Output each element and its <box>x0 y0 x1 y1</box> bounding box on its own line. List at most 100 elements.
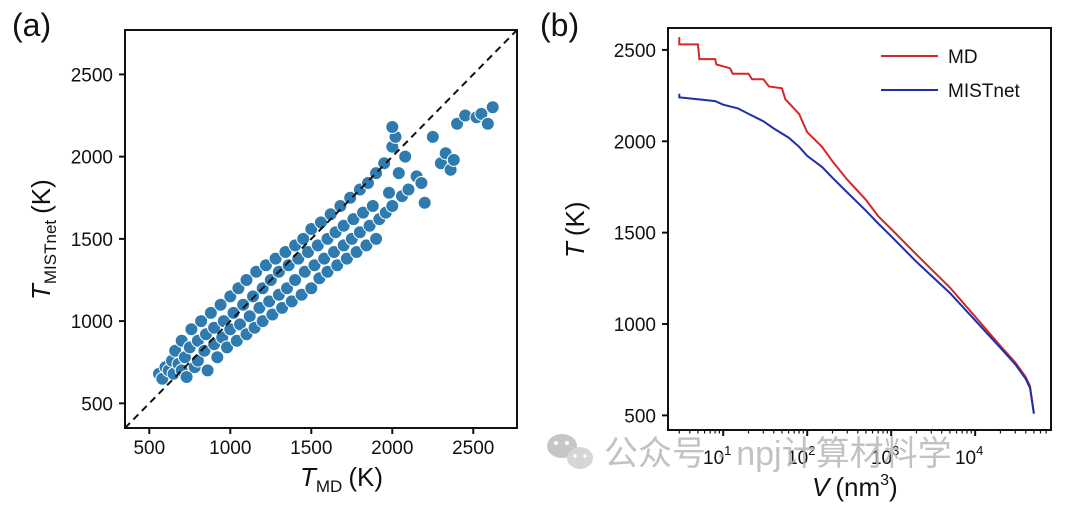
scatter-point <box>213 297 228 312</box>
scatter-point <box>356 205 371 220</box>
y-tick-label-a: 500 <box>81 394 113 415</box>
scatter-point <box>385 199 400 213</box>
scatter-point <box>229 333 244 348</box>
scatter-point <box>391 166 406 181</box>
scatter-point <box>233 317 247 332</box>
scatter-point <box>327 245 341 259</box>
scatter-point <box>203 305 218 320</box>
scatter-point <box>317 251 332 266</box>
legend-label-md: MD <box>948 47 978 68</box>
scatter-point <box>304 222 319 236</box>
scatter-point <box>288 273 303 287</box>
scatter-point <box>359 238 374 253</box>
x-ticks-b: 101 102 103 104 <box>678 430 1047 469</box>
y-tick-label-a: 2500 <box>71 65 113 86</box>
scatter-point <box>258 258 273 273</box>
scatter-point <box>194 314 209 329</box>
scatter-point <box>333 199 348 213</box>
x-tick-label-a: 500 <box>133 438 165 459</box>
scatter-point <box>346 212 361 227</box>
scatter-point <box>265 307 280 322</box>
plot-frame-b <box>667 27 1052 431</box>
x-tick-label-a: 1500 <box>290 438 332 459</box>
scatter-point <box>417 195 432 210</box>
scatter-point <box>207 320 222 335</box>
y-ticks-a: 500 1000 1500 2000 2500 <box>71 65 125 415</box>
scatter-point <box>297 264 312 279</box>
scatter-point <box>197 343 212 358</box>
scatter-point <box>339 251 354 266</box>
scatter-point <box>485 100 500 115</box>
panel-a-label: (a) <box>12 7 51 43</box>
scatter-point <box>307 258 322 273</box>
x-tick-label-b: 102 <box>787 443 815 469</box>
line-plot: 101 102 103 104 500 1000 1500 2000 2500 MD MIST… <box>560 27 1052 502</box>
scatter-point <box>369 231 384 246</box>
x-axis-label-a: TMD (K) <box>300 462 383 496</box>
scatter-points <box>152 100 500 386</box>
scatter-point <box>343 190 358 205</box>
x-axis-label-b: V (nm3) <box>812 472 898 502</box>
scatter-point <box>249 264 264 279</box>
plot-frame-a <box>124 29 518 429</box>
scatter-point <box>200 363 215 378</box>
scatter-point <box>239 273 254 287</box>
scatter-point <box>296 231 311 246</box>
scatter-point <box>330 258 345 273</box>
scatter-point <box>349 245 364 259</box>
y-ticks-b: 500 1000 1500 2000 2500 <box>614 41 668 427</box>
x-tick-label-a: 2000 <box>371 438 413 459</box>
scatter-point <box>446 152 461 167</box>
scatter-point <box>382 185 396 200</box>
scatter-point <box>352 225 367 240</box>
y-tick-label-b: 2000 <box>614 132 656 153</box>
scatter-point <box>362 218 377 233</box>
series-line-md <box>678 37 1035 414</box>
x-tick-label-a: 1000 <box>209 438 251 459</box>
scatter-point <box>275 300 290 315</box>
scatter-point <box>252 300 267 315</box>
wechat-icon <box>547 434 593 469</box>
scatter-point <box>425 129 440 144</box>
scatter-point <box>320 264 335 279</box>
scatter-point <box>361 176 375 190</box>
series-line-mistnet <box>678 93 1035 414</box>
legend: MD MISTnet <box>881 47 1021 102</box>
scatter-point <box>226 305 241 320</box>
y-tick-label-b: 500 <box>624 406 656 427</box>
y-tick-label-b: 1500 <box>614 224 656 245</box>
scatter-point <box>284 294 299 309</box>
scatter-point <box>401 182 416 197</box>
scatter-point <box>301 245 315 259</box>
x-tick-label-b: 104 <box>955 443 983 469</box>
y-tick-label-a: 1000 <box>71 312 113 333</box>
scatter-point <box>268 251 283 266</box>
scatter-point <box>278 245 293 259</box>
scatter-point <box>168 343 183 358</box>
series-lines <box>678 37 1035 414</box>
scatter-point <box>323 207 338 222</box>
watermark: 公众号 · npj计算材料学 <box>547 434 952 473</box>
scatter-point <box>281 258 296 273</box>
y-axis-label-b: T(K) <box>560 201 590 258</box>
scatter-point <box>480 116 495 131</box>
scatter-point <box>310 238 325 253</box>
scatter-point <box>242 309 257 324</box>
scatter-point <box>246 289 260 304</box>
identity-reference-line <box>124 29 518 429</box>
y-tick-label-b: 1000 <box>614 315 656 336</box>
x-tick-label-b: 103 <box>871 443 899 469</box>
scatter-point <box>304 281 319 296</box>
scatter-point <box>179 370 194 384</box>
scatter-point <box>236 297 251 312</box>
scatter-point <box>262 294 277 309</box>
scatter-point <box>414 176 429 190</box>
y-tick-label-a: 2000 <box>71 148 113 169</box>
scatter-point <box>220 340 234 355</box>
scatter-point <box>398 149 413 164</box>
x-tick-label-b: 101 <box>703 443 731 469</box>
scatter-point <box>385 120 400 134</box>
scatter-point <box>474 106 489 121</box>
legend-label-mistnet: MISTnet <box>948 81 1021 102</box>
